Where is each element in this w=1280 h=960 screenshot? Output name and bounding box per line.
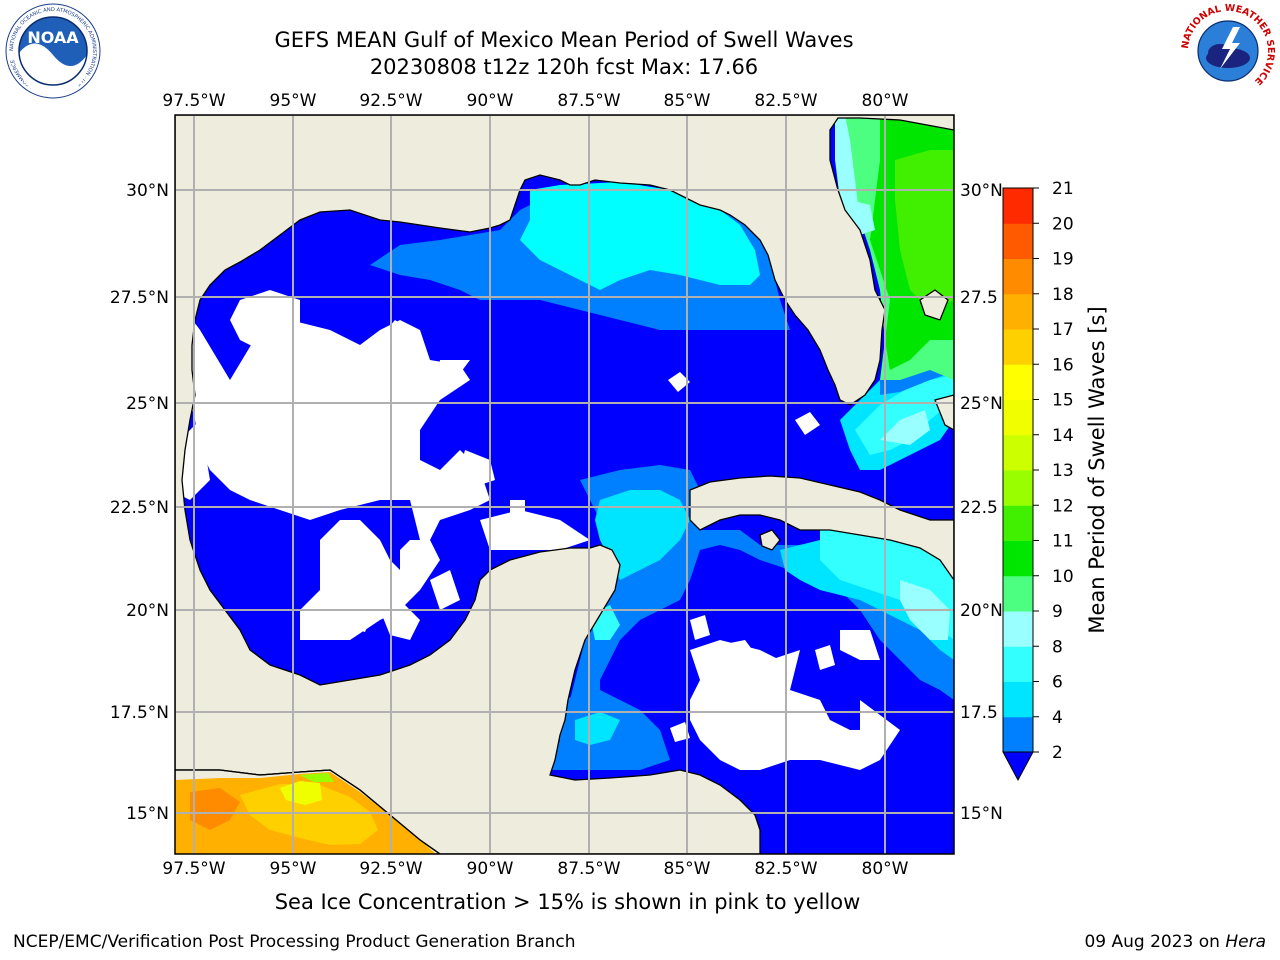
- colorbar-segment: [1003, 505, 1033, 541]
- lon-label: 87.5°W: [557, 91, 620, 111]
- colorbar-label: Mean Period of Swell Waves [s]: [1085, 306, 1109, 634]
- lat-label: 17.5: [960, 703, 998, 723]
- lon-label: 85°W: [664, 859, 711, 879]
- colorbar-tick-label: 11: [1052, 532, 1074, 552]
- noaa-wordmark: NOAA: [27, 28, 79, 47]
- footer-date: 09 Aug 2023 on Hera: [1084, 932, 1266, 952]
- lat-labels-left: 30°N 27.5°N 25°N 22.5°N 20°N 17.5°N 15°N: [110, 181, 169, 824]
- chart-subtitle: 20230808 t12z 120h fcst Max: 17.66: [369, 55, 759, 79]
- colorbar-segment: [1003, 258, 1033, 295]
- lon-label: 92.5°W: [359, 91, 422, 111]
- lon-labels-top: 97.5°W 95°W 92.5°W 90°W 87.5°W 85°W 82.5…: [162, 91, 908, 111]
- lat-label: 15°N: [126, 804, 169, 824]
- lon-label: 97.5°W: [162, 91, 225, 111]
- colorbar-tick-label: 8: [1052, 637, 1063, 657]
- colorbar-segment: [1003, 188, 1033, 224]
- colorbar-tick-label: 9: [1052, 602, 1063, 622]
- colorbar-tick-label: 13: [1052, 461, 1074, 481]
- lon-label: 80°W: [862, 91, 909, 111]
- lat-label: 20°N: [126, 601, 169, 621]
- lat-label: 27.5: [960, 288, 998, 308]
- lat-label: 22.5°N: [110, 498, 169, 518]
- sea-ice-caption: Sea Ice Concentration > 15% is shown in …: [274, 890, 861, 914]
- colorbar-segment: [1003, 329, 1033, 365]
- gridlines: [175, 115, 954, 854]
- chart-title: GEFS MEAN Gulf of Mexico Mean Period of …: [274, 28, 854, 52]
- lat-label: 27.5°N: [110, 288, 169, 308]
- lat-label: 17.5°N: [110, 703, 169, 723]
- colorbar-tick-label: 15: [1052, 391, 1074, 411]
- colorbar-segment: [1003, 575, 1033, 612]
- colorbar-tick-label: 2: [1052, 743, 1063, 763]
- lat-label: 30°N: [960, 181, 1003, 201]
- lat-labels-right: 30°N 27.5 25°N 22.5 20°N 17.5 15°N: [960, 181, 1003, 824]
- lon-label: 90°W: [467, 859, 514, 879]
- plot-frame: [174, 114, 955, 855]
- lat-label: 25°N: [126, 394, 169, 414]
- colorbar-segment: [1003, 716, 1033, 753]
- lon-label: 97.5°W: [162, 859, 225, 879]
- colorbar-segment: [1003, 646, 1033, 682]
- footer-host: Hera: [1225, 932, 1266, 952]
- lon-label: 82.5°W: [754, 859, 817, 879]
- lon-label: 90°W: [467, 91, 514, 111]
- lon-labels-bottom: 97.5°W 95°W 92.5°W 90°W 87.5°W 85°W 82.5…: [162, 859, 908, 879]
- lat-label: 22.5: [960, 498, 998, 518]
- colorbar-segment: [1003, 540, 1033, 577]
- colorbar-segment: [1003, 293, 1033, 330]
- colorbar-segment: [1003, 611, 1033, 647]
- lon-label: 80°W: [862, 859, 909, 879]
- colorbar-tick-label: 20: [1052, 214, 1074, 234]
- lon-label: 95°W: [270, 91, 317, 111]
- colorbar-extend-triangle: [1002, 751, 1034, 782]
- colorbar-tick-label: 4: [1052, 708, 1063, 728]
- colorbar: 2 4 6 8 9 10 11 12 13 14 15 16 17 18 19 20 21: [1002, 179, 1074, 782]
- lat-label: 30°N: [126, 181, 169, 201]
- nws-logo: NATIONAL WEATHER SERVICE: [1180, 3, 1276, 98]
- colorbar-segment: [1003, 364, 1033, 400]
- colorbar-tick-label: 21: [1052, 179, 1074, 199]
- lat-label: 25°N: [960, 394, 1003, 414]
- colorbar-tick-label: 17: [1052, 320, 1074, 340]
- colorbar-tick-label: 6: [1052, 673, 1063, 693]
- lon-label: 95°W: [270, 859, 317, 879]
- lat-label: 15°N: [960, 804, 1003, 824]
- lon-label: 92.5°W: [359, 859, 422, 879]
- colorbar-tick-label: 14: [1052, 426, 1074, 446]
- colorbar-tick-label: 12: [1052, 496, 1074, 516]
- lat-label: 20°N: [960, 601, 1003, 621]
- colorbar-segment: [1003, 223, 1033, 259]
- lon-label: 87.5°W: [557, 859, 620, 879]
- colorbar-segment: [1003, 434, 1033, 471]
- colorbar-tick-label: 19: [1052, 250, 1074, 270]
- colorbar-segment: [1003, 681, 1033, 718]
- colorbar-tick-label: 18: [1052, 285, 1074, 305]
- footer-credit: NCEP/EMC/Verification Post Processing Pr…: [13, 932, 576, 952]
- colorbar-tick-label: 16: [1052, 355, 1074, 375]
- colorbar-segment: [1003, 399, 1033, 436]
- lon-label: 82.5°W: [754, 91, 817, 111]
- lon-label: 85°W: [664, 91, 711, 111]
- colorbar-tick-label: 10: [1052, 567, 1074, 587]
- colorbar-segment: [1003, 470, 1033, 506]
- noaa-logo: NATIONAL OCEANIC AND ATMOSPHERIC ADMINIS…: [5, 3, 101, 99]
